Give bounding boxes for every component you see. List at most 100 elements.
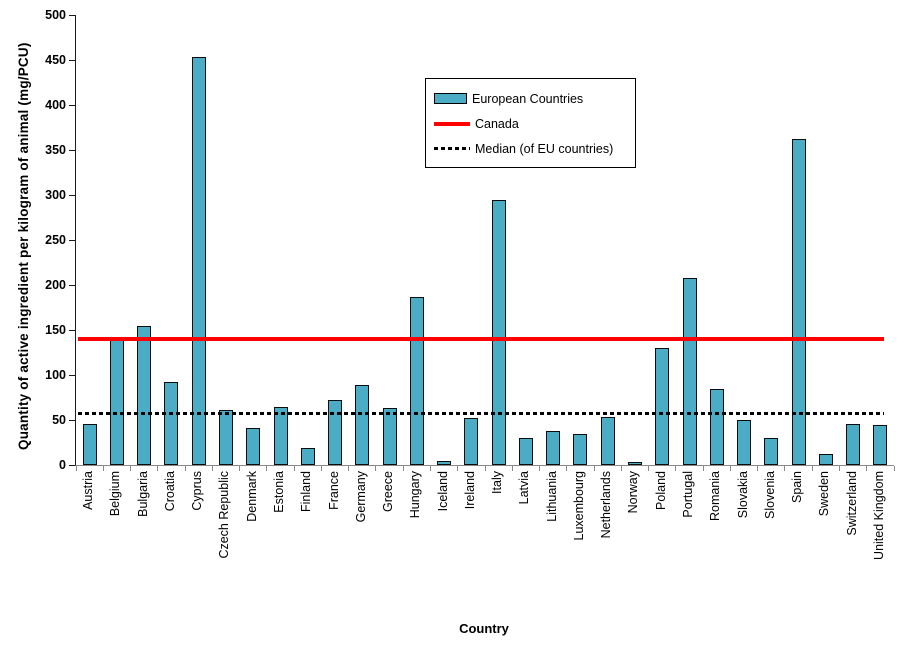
x-tick (511, 466, 513, 471)
bar-luxembourg (573, 433, 588, 465)
bar-latvia (518, 438, 533, 465)
median-of-eu-countries--line (78, 412, 884, 416)
x-label-switzerland: Switzerland (844, 471, 859, 536)
x-label-croatia: Croatia (162, 471, 177, 512)
bar-lithuania (546, 430, 561, 465)
x-label-sweden: Sweden (817, 471, 832, 517)
legend-label-median: Median (of EU countries) (475, 141, 614, 156)
legend-item-median: Median (of EU countries) (434, 136, 635, 161)
bar-croatia (164, 382, 179, 465)
x-axis-title: Country (459, 621, 509, 636)
legend-swatch-bar (434, 93, 467, 104)
bar-united-kingdom (873, 424, 888, 465)
x-label-ireland: Ireland (462, 471, 477, 510)
bar-slovenia (764, 438, 779, 465)
x-label-bulgaria: Bulgaria (135, 471, 150, 517)
x-tick (293, 466, 295, 471)
bar-germany (355, 384, 370, 465)
x-label-norway: Norway (626, 471, 641, 514)
bar-austria (82, 423, 97, 465)
bar-iceland (437, 460, 452, 465)
x-tick (75, 466, 77, 471)
legend: European Countries Canada Median (of EU … (425, 78, 636, 168)
bar-portugal (682, 277, 697, 465)
x-tick (675, 466, 677, 471)
bar-italy (491, 199, 506, 465)
bar-bulgaria (137, 325, 152, 465)
bar-cyprus (191, 57, 206, 465)
x-label-estonia: Estonia (272, 471, 286, 513)
bar-france (328, 400, 343, 465)
x-tick (157, 466, 159, 471)
x-tick (539, 466, 541, 471)
x-tick (211, 466, 213, 471)
bar-switzerland (846, 423, 861, 465)
x-tick (130, 466, 132, 471)
x-label-france: France (326, 471, 341, 510)
bar-poland (655, 348, 670, 465)
y-axis-title: Quantity of active ingredient per kilogr… (16, 42, 31, 450)
x-label-poland: Poland (653, 471, 668, 510)
bar-slovakia (737, 420, 752, 465)
x-label-spain: Spain (790, 471, 805, 503)
bar-netherlands (600, 417, 615, 465)
y-tick-label-350: 350 (45, 143, 66, 157)
x-tick (566, 466, 568, 471)
x-tick (893, 466, 895, 471)
legend-item-canada: Canada (434, 111, 635, 136)
x-label-luxembourg: Luxembourg (571, 471, 586, 541)
bar-finland (300, 447, 315, 465)
x-tick (457, 466, 459, 471)
x-label-slovakia: Slovakia (735, 471, 750, 519)
x-tick (102, 466, 104, 471)
y-tick-label-50: 50 (52, 413, 66, 427)
y-tick-label-300: 300 (45, 188, 66, 202)
bar-denmark (246, 428, 261, 465)
x-label-czech-republic: Czech Republic (217, 471, 232, 559)
bar-spain (791, 139, 806, 465)
legend-swatch-median-line (434, 147, 470, 150)
x-tick (729, 466, 731, 471)
legend-label-european-countries: European Countries (472, 91, 584, 106)
y-tick-label-0: 0 (59, 458, 66, 472)
x-tick (320, 466, 322, 471)
x-label-slovenia: Slovenia (762, 471, 777, 519)
x-label-hungary: Hungary (408, 471, 423, 519)
x-label-latvia: Latvia (517, 471, 532, 505)
x-tick (811, 466, 813, 471)
x-tick (866, 466, 868, 471)
legend-swatch-canada-line (434, 121, 470, 126)
x-label-austria: Austria (81, 471, 96, 510)
y-tick-label-250: 250 (45, 233, 66, 247)
bar-estonia (273, 407, 288, 465)
legend-item-european-countries: European Countries (434, 86, 635, 111)
x-tick (702, 466, 704, 471)
x-label-belgium: Belgium (108, 471, 123, 517)
x-label-united-kingdom: United Kingdom (871, 471, 886, 560)
x-label-iceland: Iceland (435, 471, 450, 512)
bar-norway (627, 462, 642, 465)
bar-romania (709, 388, 724, 465)
x-label-portugal: Portugal (681, 471, 695, 518)
plot-area (75, 15, 895, 471)
x-label-romania: Romania (708, 471, 723, 522)
x-tick (402, 466, 404, 471)
bar-sweden (818, 454, 833, 465)
x-tick (620, 466, 622, 471)
x-tick (375, 466, 377, 471)
x-tick (184, 466, 186, 471)
y-tick-label-450: 450 (45, 53, 66, 67)
x-tick (784, 466, 786, 471)
y-tick-label-150: 150 (45, 323, 66, 337)
bar-greece (382, 408, 397, 465)
x-label-lithuania: Lithuania (544, 471, 559, 522)
x-label-italy: Italy (490, 471, 505, 494)
y-tick-label-200: 200 (45, 278, 66, 292)
y-tick-label-400: 400 (45, 98, 66, 112)
y-tick-label-500: 500 (45, 8, 66, 22)
bar-ireland (464, 418, 479, 465)
x-tick (484, 466, 486, 471)
y-tick-label-100: 100 (45, 368, 66, 382)
x-tick (239, 466, 241, 471)
